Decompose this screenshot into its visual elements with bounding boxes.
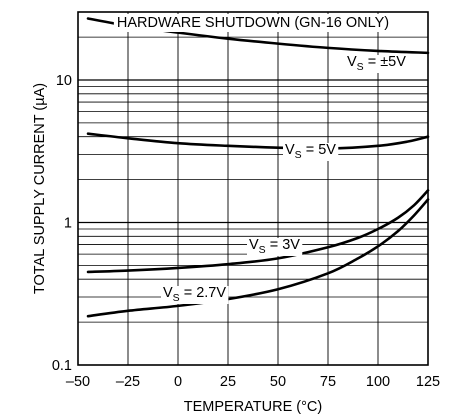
y-axis-title: TOTAL SUPPLY CURRENT (µA) [32, 83, 48, 294]
plot-frame [77, 11, 429, 366]
x-tick-label: 75 [320, 374, 336, 390]
x-tick-label: –50 [66, 374, 90, 390]
x-tick-label: 25 [220, 374, 236, 390]
label-vs-5v-bg [283, 143, 339, 161]
curve-vs-3v [86, 189, 430, 274]
y-tick-label: 10 [56, 73, 72, 89]
y-tick-label: 1 [64, 215, 72, 231]
label-vs-3v-bg [247, 238, 303, 256]
label-vs-pm5v-bg [345, 55, 409, 73]
x-tick-label: 0 [174, 374, 182, 390]
x-tick-label: –25 [116, 374, 140, 390]
y-tick-label: 0.1 [52, 358, 72, 374]
x-axis-title: TEMPERATURE (°C) [184, 399, 322, 415]
curve-vs-5v [86, 132, 430, 150]
label-vs-2p7v: VS = 2.7V [163, 285, 226, 304]
label-vs-3v: VS = 3V [249, 237, 300, 256]
curve-vs-2p7v [86, 198, 430, 318]
chart-title-bg [113, 14, 393, 32]
chart-title: HARDWARE SHUTDOWN (GN-16 ONLY) [117, 15, 389, 31]
label-vs-2p7v-bg [161, 286, 229, 304]
x-tick-label: 125 [416, 374, 440, 390]
label-vs-pm5v: VS = ±5V [347, 54, 406, 73]
x-tick-label: 100 [366, 374, 390, 390]
label-vs-5v: VS = 5V [285, 142, 336, 161]
x-tick-label: 50 [270, 374, 286, 390]
